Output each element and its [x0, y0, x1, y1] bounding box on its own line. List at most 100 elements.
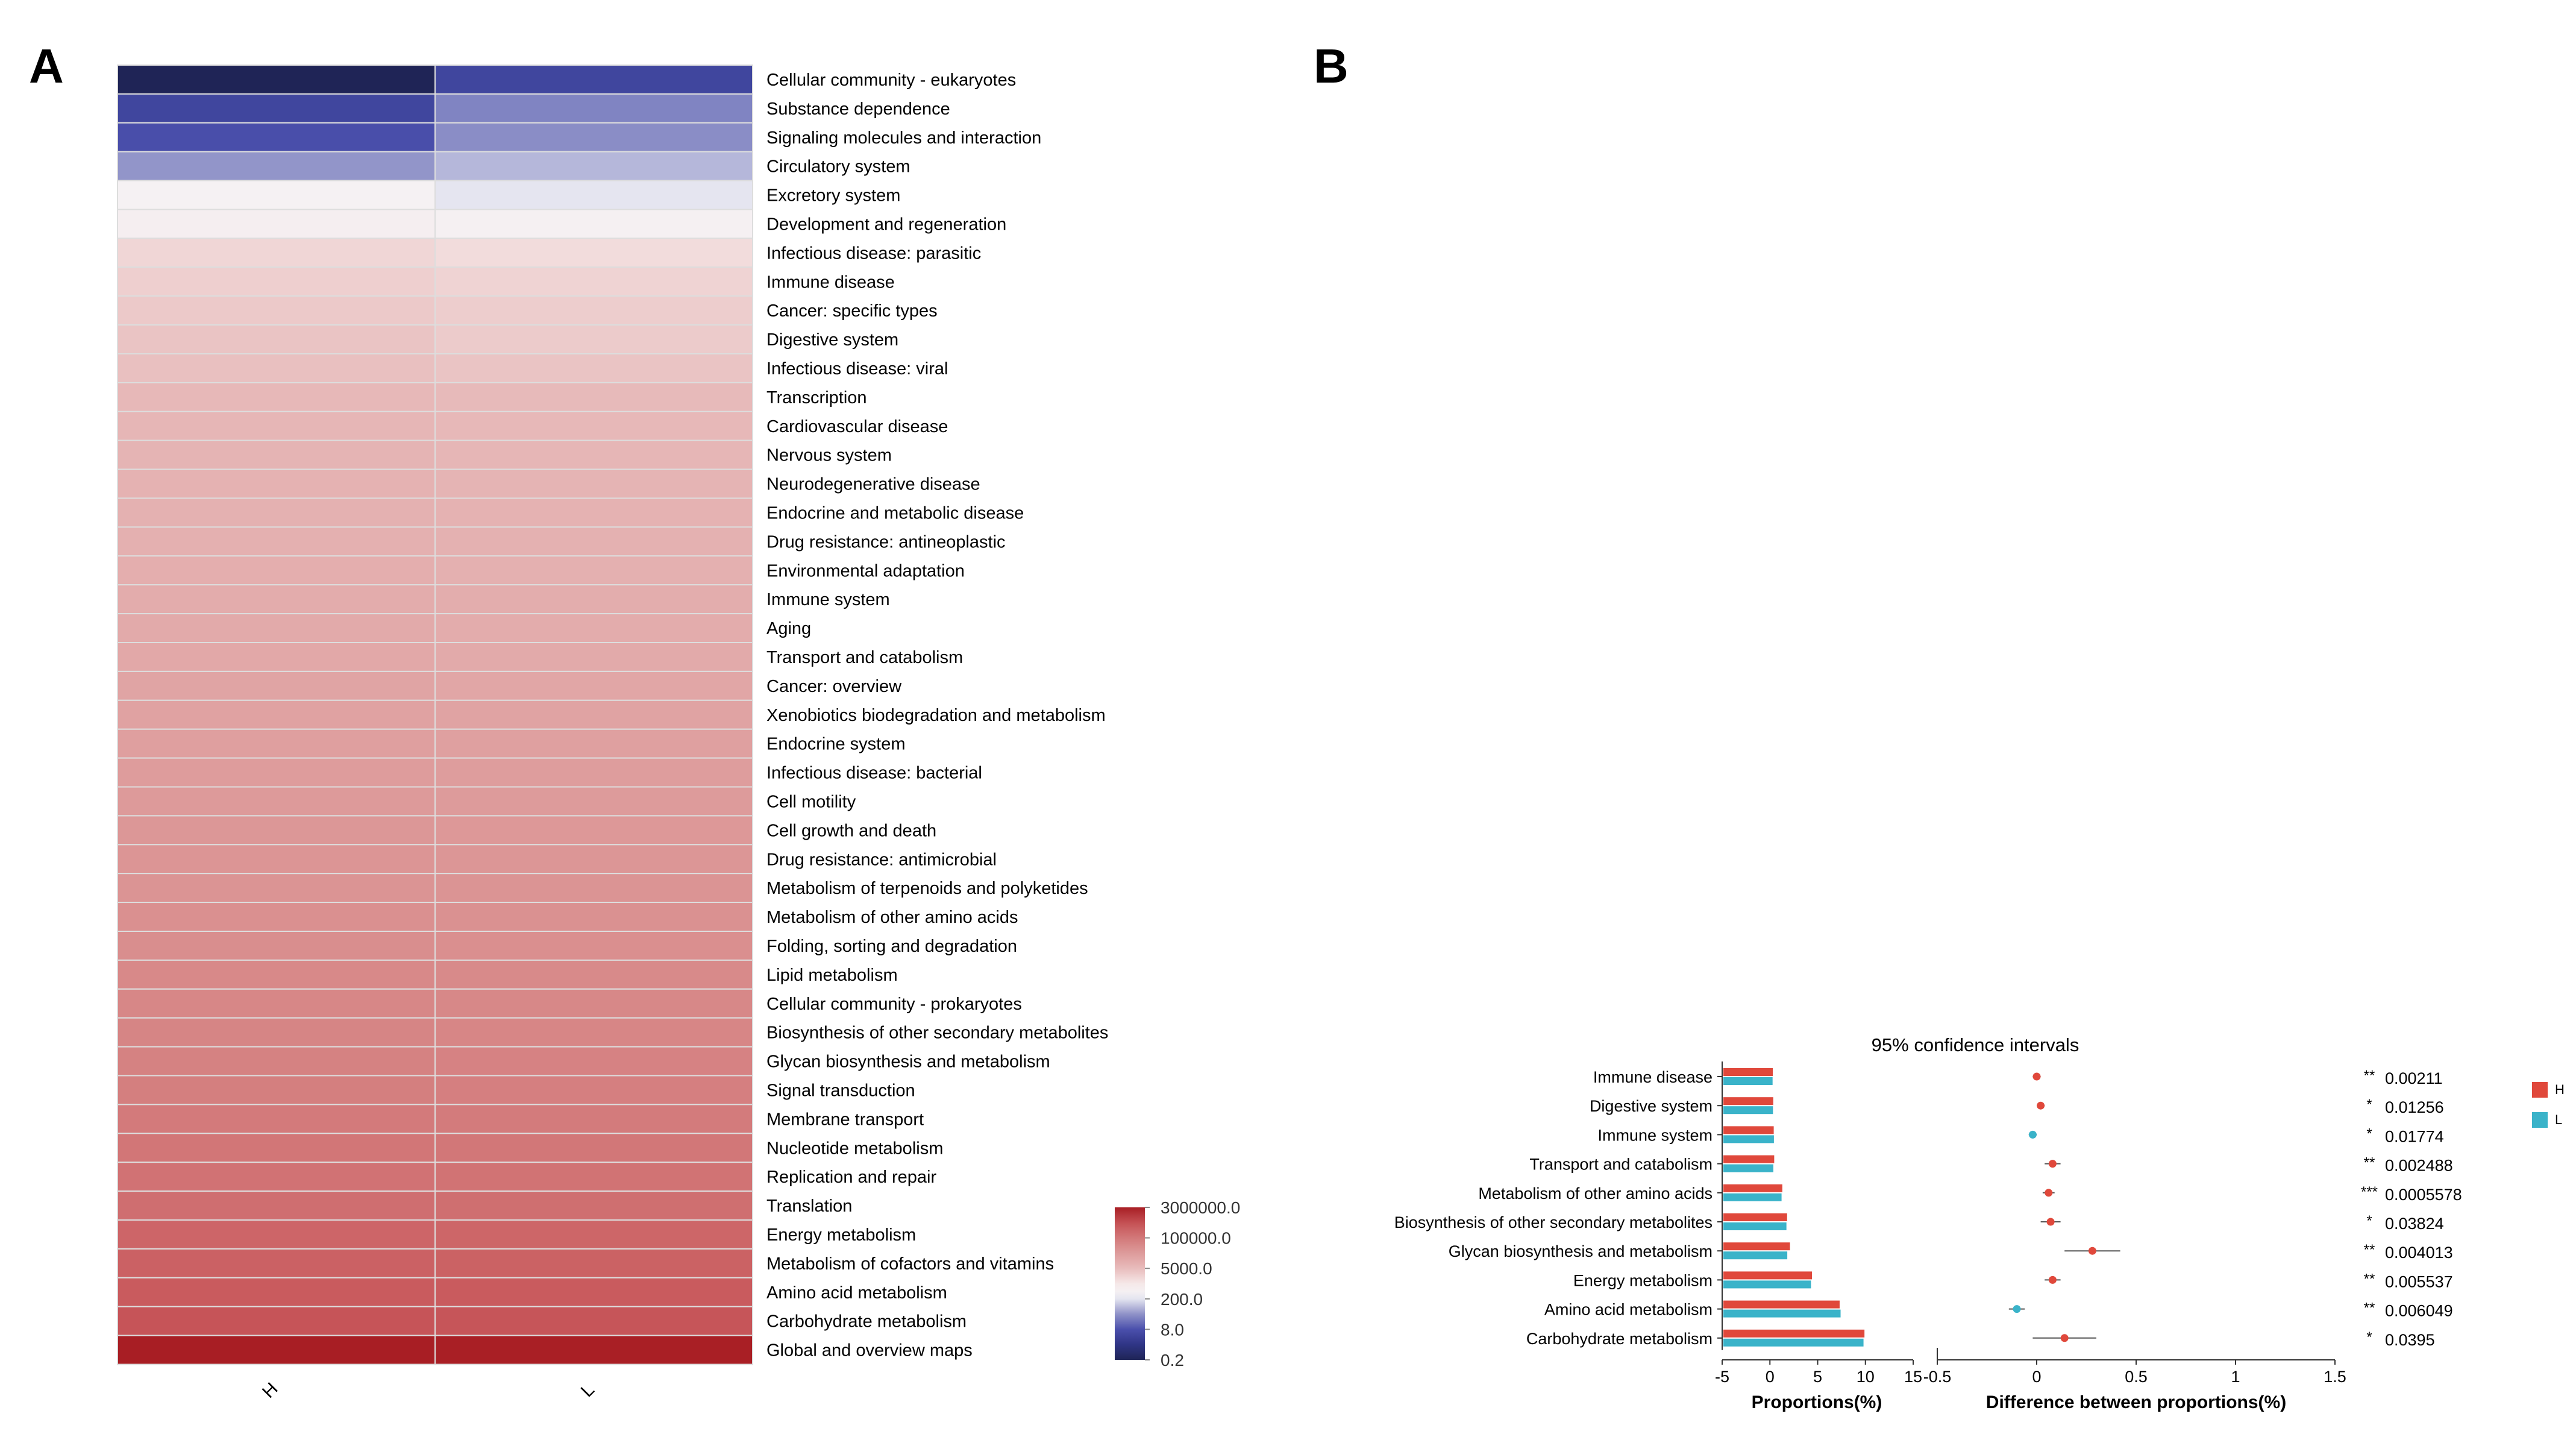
heatmap-cell [434, 642, 753, 672]
bar-category-label: Immune system [1597, 1126, 1713, 1144]
heatmap-row-label: Replication and repair [766, 1168, 936, 1187]
heatmap-cell [434, 1104, 753, 1134]
bar-x-tick-label: 5 [1813, 1368, 1822, 1386]
p-value: 0.01256 [2385, 1098, 2444, 1116]
heatmap-cell [434, 844, 753, 875]
heatmap-row-label: Translation [766, 1197, 852, 1216]
heatmap-cell [117, 786, 436, 817]
bar-L [1723, 1135, 1774, 1143]
colorbar-tick-label: 100000.0 [1161, 1229, 1231, 1248]
bar-H [1723, 1126, 1774, 1134]
heatmap-cell [117, 353, 436, 383]
heatmap-row-label: Transport and catabolism [766, 648, 963, 667]
heatmap-cell [434, 526, 753, 557]
heatmap-cell [434, 468, 753, 499]
bar-H [1723, 1068, 1773, 1076]
heatmap-cell [117, 1162, 436, 1192]
heatmap-cell [434, 584, 753, 615]
bar-category-label: Carbohydrate metabolism [1526, 1330, 1713, 1348]
group-legend: HL [2532, 1082, 2565, 1128]
colorbar-tick-label: 8.0 [1161, 1320, 1184, 1339]
bar-x-tick-label: 15 [1904, 1368, 1922, 1386]
significance-stars: ** [2364, 1242, 2375, 1258]
heatmap-cell [117, 757, 436, 788]
significance-stars: * [2366, 1125, 2372, 1142]
p-value: 0.004013 [2385, 1244, 2453, 1262]
heatmap-row-label: Drug resistance: antimicrobial [766, 850, 997, 869]
heatmap-row-label: Amino acid metabolism [766, 1283, 947, 1303]
heatmap-row-label: Cancer: specific types [766, 301, 938, 321]
ci-point [2037, 1101, 2045, 1110]
heatmap-row-label: Immune system [766, 590, 890, 609]
heatmap-colorbar: 3000000.0 100000.0 5000.0 200.0 8.0 0.2 [1115, 1198, 1240, 1370]
ci-point [2048, 1275, 2057, 1284]
heatmap-cell [434, 180, 753, 210]
heatmap-cell [434, 1277, 753, 1307]
heatmap-cell [117, 1017, 436, 1048]
heatmap-cell [434, 209, 753, 239]
heatmap-cell [434, 1046, 753, 1077]
heatmap-cell [117, 988, 436, 1019]
heatmap-cell [434, 1306, 753, 1336]
ci-point [2028, 1130, 2037, 1139]
heatmap-row-label: Metabolism of cofactors and vitamins [766, 1254, 1054, 1274]
ci-point [2046, 1218, 2055, 1226]
heatmap-cell [434, 1219, 753, 1250]
heatmap-cell [117, 642, 436, 672]
heatmap-row-label: Cellular community - prokaryotes [766, 995, 1022, 1014]
legend-swatch-h [2532, 1082, 2548, 1098]
heatmap-row-label: Carbohydrate metabolism [766, 1312, 967, 1332]
pvalue-column: ** 0.00211* 0.01256* 0.01774** 0.002488*** 0.… [2361, 1068, 2462, 1349]
heatmap-row-label: Endocrine system [766, 735, 906, 754]
bar-x-axis-title: Proportions(%) [1752, 1392, 1882, 1412]
heatmap-cell [117, 584, 436, 615]
heatmap-row-label: Drug resistance: antineoplastic [766, 532, 1006, 552]
significance-stars: ** [2364, 1271, 2375, 1287]
heatmap-row-label: Energy metabolism [766, 1225, 916, 1245]
heatmap-cell [434, 122, 753, 153]
heatmap-row-label: Transcription [766, 388, 867, 407]
heatmap-row-label: Endocrine and metabolic disease [766, 503, 1024, 523]
heatmap-cell [117, 237, 436, 268]
heatmap-cell [434, 1190, 753, 1221]
heatmap-row-label: Infectious disease: bacterial [766, 764, 982, 783]
heatmap-cell [117, 180, 436, 210]
bar-category-label: Energy metabolism [1573, 1271, 1713, 1289]
heatmap-cell [434, 959, 753, 990]
heatmap-cell [117, 468, 436, 499]
heatmap-cell [117, 295, 436, 326]
heatmap-cell [434, 931, 753, 961]
bar-H [1723, 1213, 1787, 1221]
heatmap-cell [117, 902, 436, 932]
heatmap-row-label: Glycan biosynthesis and metabolism [766, 1052, 1050, 1072]
difference-ci-chart: -0.5 0 0.5 1 1.5 Difference between proportio… [1923, 1072, 2346, 1412]
bar-H [1723, 1155, 1775, 1163]
heatmap-cell [434, 873, 753, 904]
ci-x-axis-title: Difference between proportions(%) [1986, 1392, 2286, 1412]
p-value: 0.0395 [2385, 1331, 2435, 1349]
significance-stars: * [2366, 1213, 2372, 1229]
heatmap-cell [434, 295, 753, 326]
heatmap-row-label: Aging [766, 619, 811, 638]
heatmap-chart: Cellular community - eukaryotes Substance… [117, 64, 1108, 1402]
proportion-bar-chart: 95% confidence intervals Immune disease Di… [1394, 1034, 2079, 1412]
heatmap-cell [117, 959, 436, 990]
heatmap-row-label: Infectious disease: viral [766, 359, 948, 379]
heatmap-cell [117, 151, 436, 181]
heatmap-cell [117, 815, 436, 846]
heatmap-cell [117, 1075, 436, 1105]
heatmap-row-label: Cell growth and death [766, 821, 936, 840]
heatmap-cell [117, 122, 436, 153]
heatmap-cell [434, 902, 753, 932]
heatmap-row-label: Folding, sorting and degradation [766, 937, 1017, 956]
heatmap-cell [117, 555, 436, 586]
heatmap-row-label: Environmental adaptation [766, 561, 965, 580]
bar-H [1723, 1184, 1782, 1192]
heatmap-cell [434, 237, 753, 268]
heatmap-cell [434, 64, 753, 95]
bar-category-label: Transport and catabolism [1529, 1156, 1713, 1174]
heatmap-cell [117, 1335, 436, 1365]
heatmap-row-label: Cardiovascular disease [766, 417, 948, 436]
bar-category-label: Glycan biosynthesis and metabolism [1449, 1242, 1713, 1260]
